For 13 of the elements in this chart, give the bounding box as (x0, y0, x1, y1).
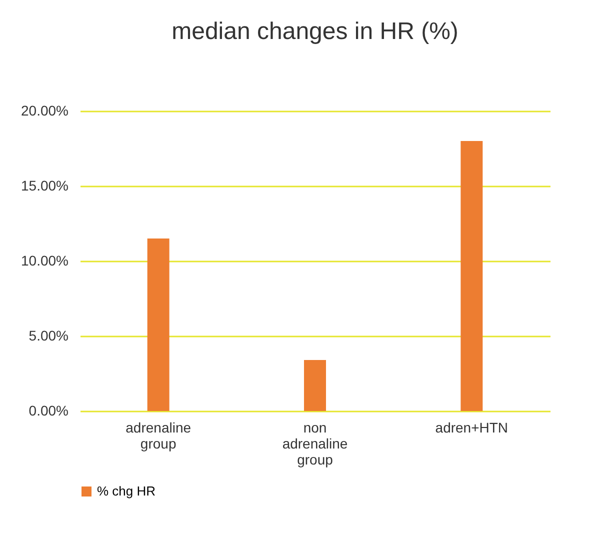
x-tick-label: non adrenaline group (282, 420, 348, 468)
bar (460, 141, 483, 411)
x-tick-label: adrenaline group (126, 420, 192, 452)
x-tick-label: adren+HTN (435, 420, 508, 436)
legend-label: % chg HR (97, 484, 156, 498)
bar (147, 238, 170, 411)
chart-title: median changes in HR (%) (172, 18, 458, 45)
y-tick-label: 10.00% (21, 252, 68, 268)
y-tick-label: 0.00% (28, 402, 68, 418)
y-tick-label: 20.00% (21, 102, 68, 118)
y-tick-label: 15.00% (21, 178, 68, 194)
y-tick-label: 5.00% (28, 328, 68, 344)
bar (304, 360, 326, 411)
